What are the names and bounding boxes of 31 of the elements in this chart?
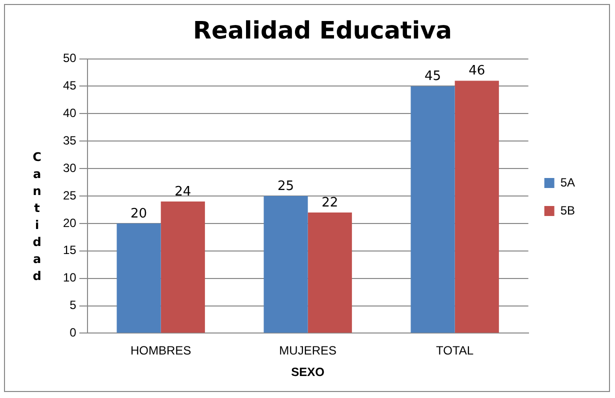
x-tick-label: MUJERES (279, 344, 337, 358)
data-label: 20 (130, 206, 148, 222)
legend-label: 5A (560, 175, 576, 190)
y-tick-label: 45 (62, 78, 77, 93)
y-axis-title: Cantidad (30, 150, 44, 286)
y-tick-label: 5 (70, 298, 77, 312)
chart-title: Realidad Educativa (193, 16, 452, 45)
bar (308, 212, 352, 333)
y-tick-label: 0 (70, 326, 77, 340)
data-label: 46 (468, 64, 486, 79)
bar (264, 196, 308, 333)
y-tick-label: 15 (62, 243, 77, 258)
y-tick-label: 10 (62, 270, 77, 285)
x-tick-label: TOTAL (436, 344, 474, 358)
data-label: 24 (174, 184, 192, 200)
data-label: 22 (322, 195, 338, 210)
legend-label: 5B (560, 203, 576, 218)
x-axis-title: SEXO (291, 365, 325, 380)
data-label: 25 (278, 178, 294, 194)
bar (410, 86, 455, 333)
x-tick-label: HOMBRES (130, 344, 192, 358)
bar (160, 201, 205, 333)
data-label: 45 (424, 69, 442, 84)
y-tick-label: 20 (62, 216, 77, 230)
bar (454, 80, 499, 333)
y-tick-label: 35 (62, 133, 77, 148)
y-tick-label: 40 (62, 106, 77, 120)
y-tick-label: 25 (62, 188, 77, 202)
bar (116, 223, 161, 333)
y-tick-label: 50 (62, 51, 77, 66)
y-tick-label: 30 (62, 160, 77, 175)
